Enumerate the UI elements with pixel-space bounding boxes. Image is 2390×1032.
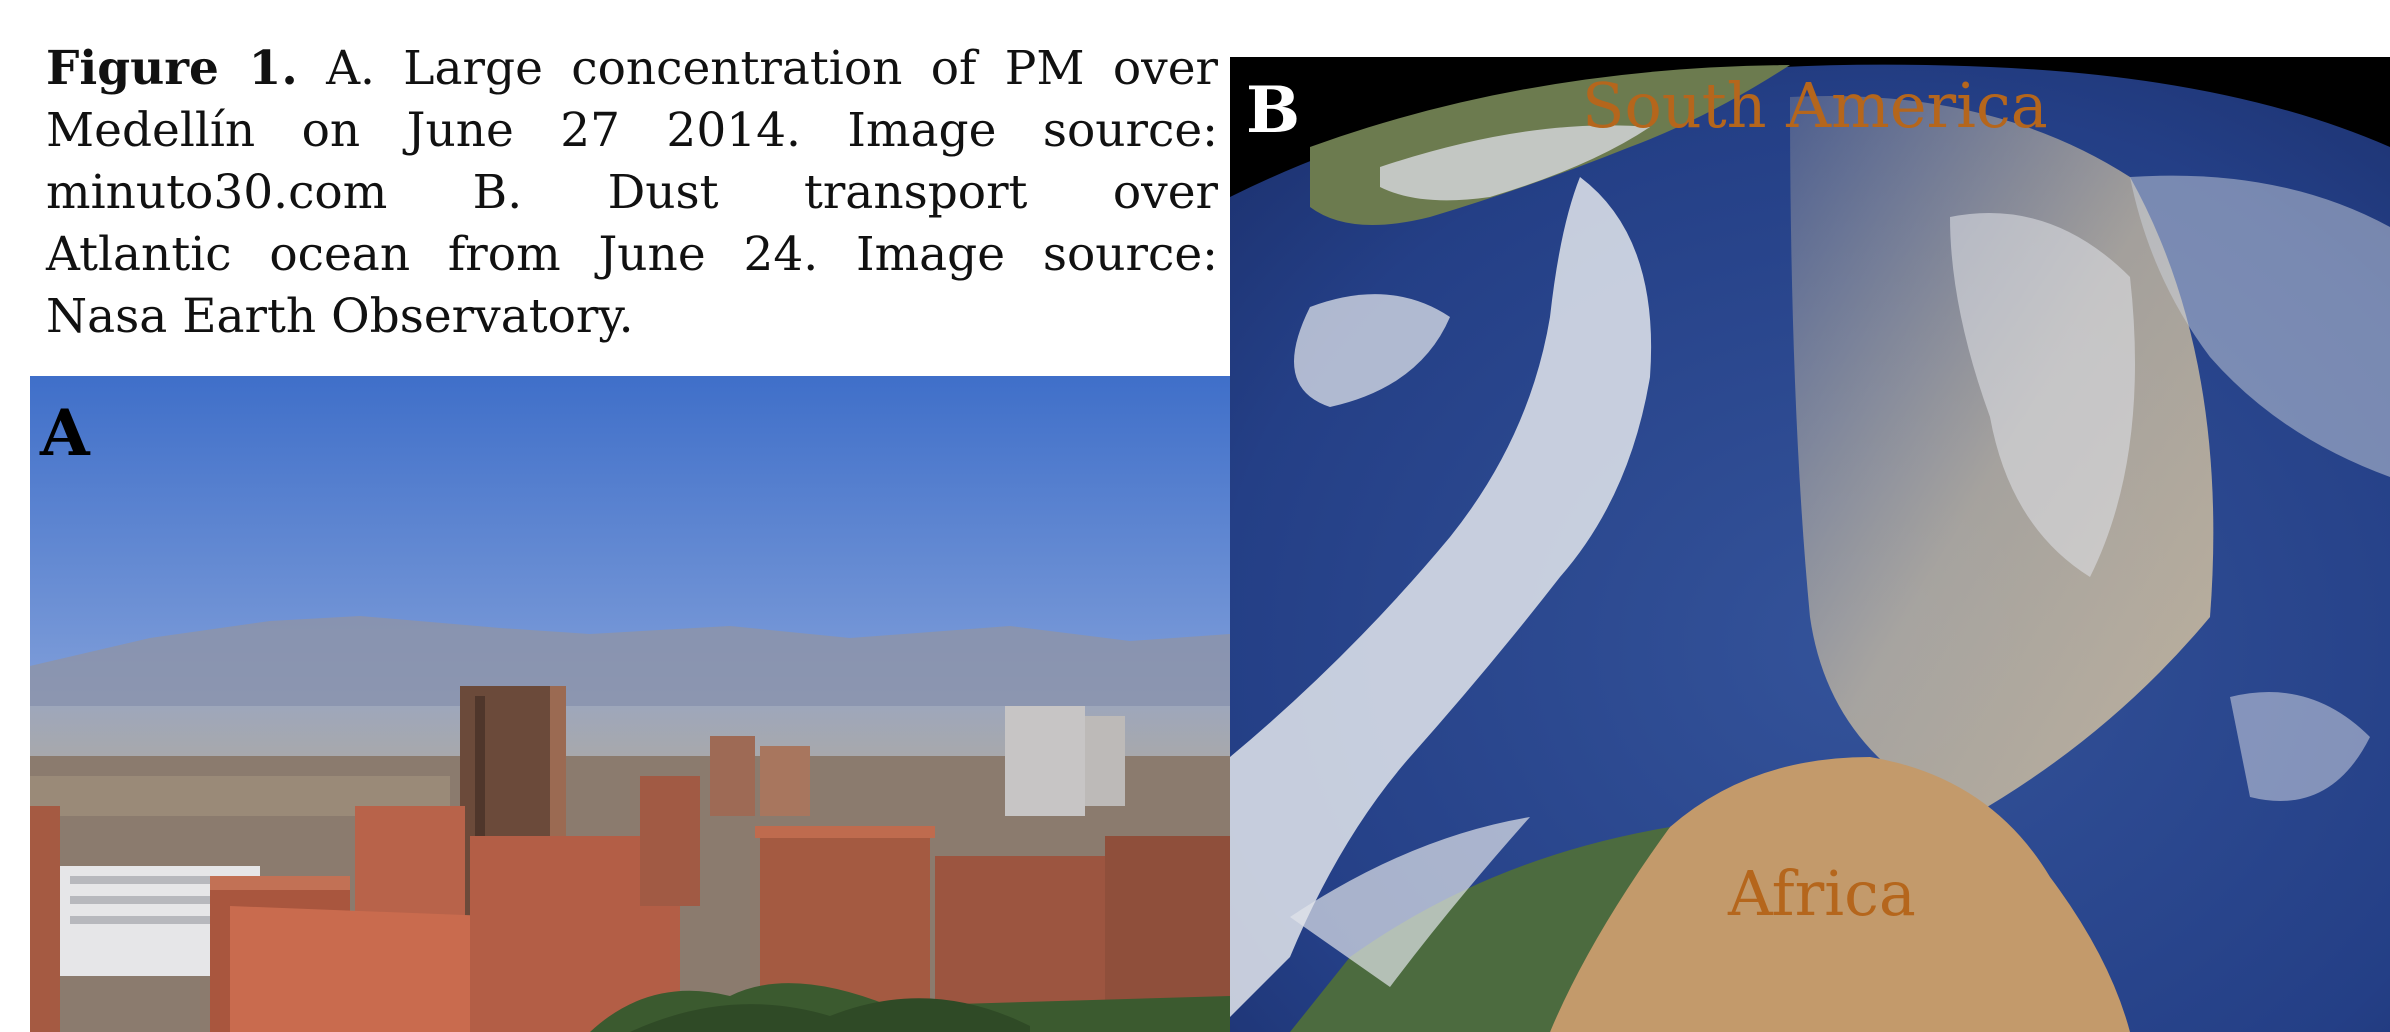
panel-b-letter: B bbox=[1246, 73, 1301, 148]
caption-line-1: Figure 1. A. Large concentration of PM o… bbox=[46, 41, 1218, 96]
africa-label: Africa bbox=[1728, 857, 1916, 930]
figure-label: Figure 1. bbox=[46, 41, 298, 96]
caption-line-3: minuto30.com B. Dust transport over bbox=[46, 165, 1218, 220]
dust-plume-illustration bbox=[1230, 57, 2390, 1032]
panel-b-satellite-view: B South America Africa bbox=[1230, 57, 2390, 1032]
caption-line-4: Atlantic ocean from June 24. Image sourc… bbox=[46, 227, 1218, 282]
caption-line-5: Nasa Earth Observatory. bbox=[46, 289, 634, 344]
figure-caption: Figure 1. A. Large concentration of PM o… bbox=[46, 38, 1218, 348]
south-america-label: South America bbox=[1582, 69, 2048, 142]
city-skyline-illustration bbox=[30, 376, 1230, 1032]
caption-line-2: Medellín on June 27 2014. Image source: bbox=[46, 103, 1218, 158]
panel-a-letter: A bbox=[40, 396, 90, 471]
panel-a-city-photo: A bbox=[30, 376, 1230, 1032]
